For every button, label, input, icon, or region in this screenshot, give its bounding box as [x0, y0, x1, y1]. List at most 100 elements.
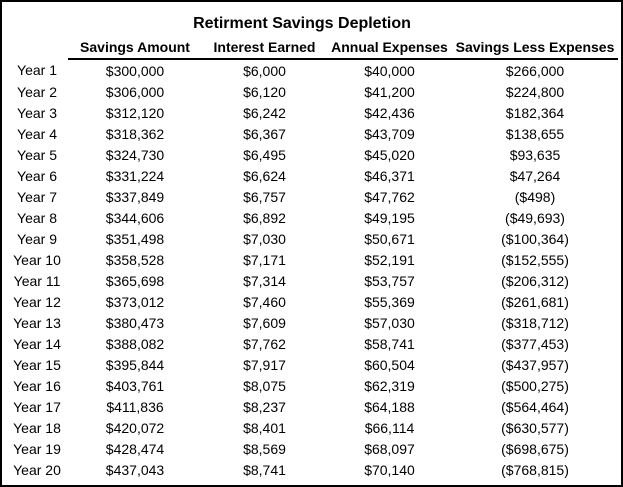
- savings-depletion-table: Savings Amount Interest Earned Annual Ex…: [6, 36, 618, 480]
- value-cell: $7,460: [243, 293, 286, 310]
- value-cell: $7,917: [243, 356, 286, 373]
- value-cell: $8,569: [243, 440, 286, 457]
- value-cell: $8,741: [243, 461, 286, 478]
- table-row: Year 19 $428,474 $8,569 $68,097 ($698,675): [6, 438, 618, 459]
- table-row: Year 7 $337,849 $6,757 $47,762 ($498): [6, 186, 618, 207]
- year-label: Year 3: [17, 104, 57, 121]
- table-row: Year 11 $365,698 $7,314 $53,757 ($206,312): [6, 270, 618, 291]
- value-cell: $138,655: [505, 125, 565, 142]
- table-row: Year 13 $380,473 $7,609 $57,030 ($318,712): [6, 312, 618, 333]
- year-label: Year 12: [13, 293, 61, 310]
- value-cell: $428,474: [105, 440, 165, 457]
- value-cell: $55,369: [364, 293, 415, 310]
- column-header-savings-amount: Savings Amount: [68, 36, 202, 60]
- year-column-header: [6, 36, 68, 59]
- year-label: Year 9: [17, 230, 57, 247]
- value-cell: $40,000: [364, 62, 415, 79]
- value-cell: $70,140: [364, 461, 415, 478]
- value-cell: $46,371: [364, 167, 415, 184]
- value-cell: ($498): [514, 188, 556, 205]
- value-cell: $411,836: [106, 398, 164, 415]
- value-cell: ($698,675): [501, 440, 569, 457]
- value-cell: $344,606: [105, 209, 165, 226]
- value-cell: $6,624: [243, 167, 286, 184]
- year-label: Year 18: [13, 419, 61, 436]
- year-label: Year 19: [13, 440, 61, 457]
- value-cell: $395,844: [105, 356, 165, 373]
- year-label: Year 16: [13, 377, 61, 394]
- value-cell: $52,191: [364, 251, 415, 268]
- value-cell: $53,757: [364, 272, 415, 289]
- table-row: Year 17 $411,836 $8,237 $64,188 ($564,464): [6, 396, 618, 417]
- value-cell: $6,757: [243, 188, 286, 205]
- table-row: Year 2 $306,000 $6,120 $41,200 $224,800: [6, 81, 618, 102]
- year-label: Year 14: [13, 335, 61, 352]
- value-cell: $7,314: [243, 272, 286, 289]
- value-cell: $41,200: [364, 83, 415, 100]
- value-cell: $6,242: [243, 104, 286, 121]
- year-label: Year 2: [17, 83, 57, 100]
- value-cell: $420,072: [105, 419, 165, 436]
- value-cell: ($49,693): [505, 209, 565, 226]
- value-cell: ($377,453): [501, 335, 569, 352]
- year-label: Year 11: [13, 272, 61, 289]
- value-cell: $224,800: [505, 83, 565, 100]
- value-cell: $6,495: [243, 146, 286, 163]
- year-label: Year 1: [17, 62, 57, 78]
- value-cell: $66,114: [364, 419, 415, 436]
- value-cell: ($437,957): [501, 356, 569, 373]
- value-cell: $380,473: [105, 314, 165, 331]
- value-cell: $6,120: [243, 83, 286, 100]
- year-label: Year 5: [17, 146, 57, 163]
- table-row: Year 5 $324,730 $6,495 $45,020 $93,635: [6, 144, 618, 165]
- value-cell: $45,020: [364, 146, 415, 163]
- value-cell: $93,635: [509, 146, 561, 163]
- table-row: Year 6 $331,224 $6,624 $46,371 $47,264: [6, 165, 618, 186]
- table-row: Year 14 $388,082 $7,762 $58,741 ($377,453): [6, 333, 618, 354]
- table-row: Year 15 $395,844 $7,917 $60,504 ($437,957): [6, 354, 618, 375]
- column-header-interest-earned: Interest Earned: [202, 36, 327, 60]
- value-cell: $6,892: [243, 209, 286, 226]
- value-cell: $437,043: [105, 461, 165, 478]
- value-cell: ($206,312): [501, 272, 569, 289]
- value-cell: $318,362: [105, 125, 165, 142]
- value-cell: $266,000: [505, 62, 565, 79]
- value-cell: ($630,577): [501, 419, 569, 436]
- value-cell: $306,000: [105, 83, 165, 100]
- year-label: Year 13: [13, 314, 61, 331]
- value-cell: $60,504: [364, 356, 415, 373]
- value-cell: $8,237: [243, 398, 286, 415]
- value-cell: $358,528: [105, 251, 165, 268]
- year-label: Year 7: [17, 188, 57, 205]
- value-cell: $351,498: [105, 230, 165, 247]
- table-row: Year 12 $373,012 $7,460 $55,369 ($261,681): [6, 291, 618, 312]
- value-cell: $324,730: [105, 146, 165, 163]
- value-cell: $6,367: [243, 125, 286, 142]
- table-row: Year 20 $437,043 $8,741 $70,140 ($768,815): [6, 459, 618, 480]
- value-cell: ($261,681): [501, 293, 569, 310]
- column-header-annual-expenses: Annual Expenses: [327, 36, 452, 60]
- value-cell: $7,609: [243, 314, 286, 331]
- value-cell: $403,761: [105, 377, 165, 394]
- value-cell: $300,000: [105, 62, 165, 79]
- value-cell: $47,762: [364, 188, 415, 205]
- value-cell: $50,671: [364, 230, 415, 247]
- value-cell: $8,075: [243, 377, 286, 394]
- value-cell: $43,709: [364, 125, 415, 142]
- value-cell: $7,030: [243, 230, 286, 247]
- column-header-savings-less-expenses: Savings Less Expenses: [452, 36, 618, 60]
- value-cell: $373,012: [105, 293, 165, 310]
- value-cell: $388,082: [105, 335, 165, 352]
- year-label: Year 4: [17, 125, 57, 142]
- table-row: Year 9 $351,498 $7,030 $50,671 ($100,364): [6, 228, 618, 249]
- year-label: Year 8: [17, 209, 57, 226]
- value-cell: $64,188: [364, 398, 415, 415]
- value-cell: $57,030: [364, 314, 415, 331]
- table-row: Year 10 $358,528 $7,171 $52,191 ($152,555): [6, 249, 618, 270]
- page-title: Retirment Savings Depletion: [193, 15, 411, 32]
- table-row: Year 1 $300,000 $6,000 $40,000 $266,000: [6, 59, 618, 81]
- value-cell: $7,762: [243, 335, 286, 352]
- value-cell: $312,120: [105, 104, 165, 121]
- year-label: Year 15: [13, 356, 61, 373]
